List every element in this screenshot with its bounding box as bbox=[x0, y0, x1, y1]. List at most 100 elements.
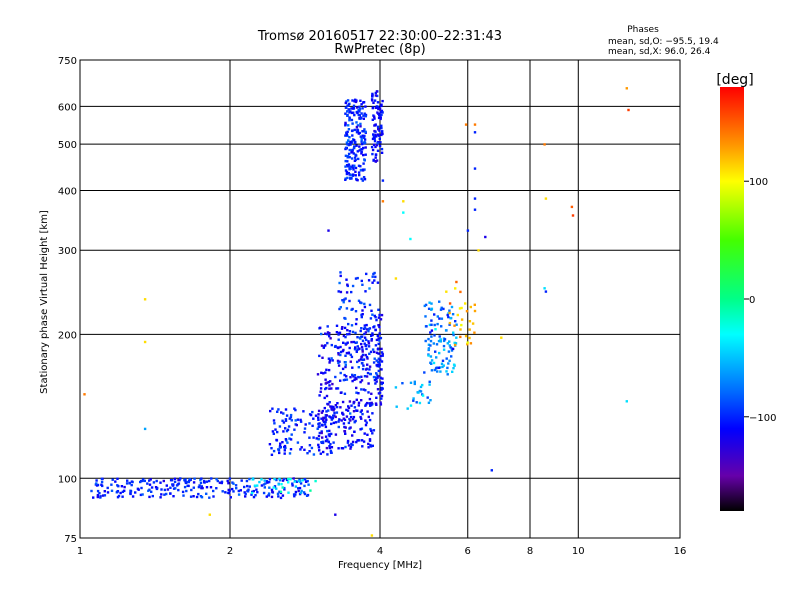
data-point bbox=[363, 302, 366, 306]
data-point bbox=[442, 307, 445, 311]
data-point bbox=[348, 400, 352, 403]
data-point bbox=[316, 373, 320, 376]
data-point bbox=[424, 315, 427, 318]
data-point bbox=[330, 357, 333, 360]
data-point bbox=[373, 99, 377, 102]
data-point bbox=[363, 332, 366, 336]
data-point bbox=[460, 318, 464, 321]
data-point bbox=[363, 159, 366, 162]
data-point bbox=[160, 493, 163, 496]
data-point bbox=[299, 482, 303, 485]
data-point bbox=[374, 145, 377, 149]
data-point bbox=[378, 339, 381, 342]
data-point bbox=[355, 377, 358, 381]
data-point bbox=[299, 491, 303, 494]
data-point bbox=[296, 441, 300, 444]
data-points bbox=[83, 87, 630, 537]
data-point bbox=[328, 332, 331, 335]
data-point bbox=[351, 107, 354, 110]
data-point bbox=[201, 486, 204, 490]
data-point bbox=[375, 396, 378, 399]
data-point bbox=[137, 488, 140, 491]
data-point bbox=[293, 495, 296, 498]
data-point bbox=[375, 338, 379, 342]
data-point bbox=[571, 214, 575, 217]
data-point bbox=[459, 328, 462, 331]
data-point bbox=[175, 484, 179, 487]
data-point bbox=[454, 342, 458, 345]
data-point bbox=[376, 364, 379, 368]
chart-subtitle: RwPretec (8p) bbox=[334, 42, 425, 57]
data-point bbox=[331, 359, 334, 362]
data-point bbox=[380, 347, 383, 351]
data-point bbox=[359, 99, 362, 102]
data-point bbox=[358, 376, 361, 379]
data-point bbox=[330, 451, 333, 454]
data-point bbox=[359, 148, 362, 151]
data-point bbox=[353, 100, 356, 103]
data-point bbox=[430, 369, 434, 372]
data-point bbox=[361, 107, 364, 110]
data-point bbox=[359, 428, 362, 431]
data-point bbox=[314, 479, 317, 483]
data-point bbox=[361, 135, 365, 138]
data-point bbox=[205, 492, 208, 495]
data-point bbox=[271, 490, 274, 494]
data-point bbox=[244, 495, 247, 498]
data-point bbox=[360, 279, 363, 283]
data-point bbox=[336, 402, 339, 405]
data-point bbox=[360, 375, 363, 378]
data-point bbox=[184, 478, 187, 481]
data-point bbox=[371, 95, 374, 98]
data-point bbox=[430, 308, 433, 311]
data-point bbox=[360, 439, 364, 442]
data-point bbox=[320, 332, 323, 336]
data-point bbox=[187, 480, 190, 484]
data-point bbox=[356, 360, 359, 364]
data-point bbox=[365, 421, 368, 424]
data-point bbox=[377, 342, 380, 346]
data-point bbox=[363, 342, 366, 345]
data-point bbox=[364, 423, 368, 427]
data-point bbox=[302, 491, 306, 494]
data-point bbox=[332, 421, 335, 425]
data-point bbox=[484, 235, 487, 239]
data-point bbox=[328, 446, 331, 450]
data-point bbox=[433, 323, 436, 327]
data-point bbox=[197, 485, 201, 489]
data-point bbox=[325, 410, 328, 413]
data-point bbox=[354, 174, 357, 177]
data-point bbox=[451, 370, 454, 373]
data-point bbox=[364, 290, 367, 293]
data-point bbox=[439, 340, 442, 343]
data-point bbox=[440, 325, 443, 328]
data-point bbox=[169, 492, 172, 495]
data-point bbox=[324, 378, 327, 381]
data-point bbox=[110, 483, 113, 486]
data-point bbox=[209, 486, 213, 489]
data-point bbox=[148, 495, 151, 499]
data-point bbox=[362, 130, 365, 133]
data-point bbox=[265, 495, 268, 498]
data-point bbox=[351, 373, 354, 377]
data-point bbox=[335, 331, 339, 334]
data-point bbox=[334, 415, 337, 419]
data-point bbox=[367, 391, 370, 394]
data-point bbox=[289, 478, 292, 481]
data-point bbox=[246, 484, 249, 488]
data-point bbox=[362, 364, 365, 367]
data-point bbox=[141, 493, 144, 496]
data-point bbox=[289, 448, 293, 451]
data-point bbox=[283, 444, 287, 448]
data-point bbox=[430, 329, 434, 332]
data-point bbox=[350, 355, 354, 359]
data-point bbox=[367, 415, 370, 419]
data-point bbox=[319, 326, 322, 329]
data-point bbox=[409, 237, 412, 241]
data-point bbox=[95, 482, 98, 485]
data-point bbox=[374, 382, 377, 385]
data-point bbox=[192, 486, 195, 489]
data-point bbox=[256, 491, 259, 494]
data-point bbox=[343, 392, 347, 395]
data-point bbox=[139, 480, 142, 484]
